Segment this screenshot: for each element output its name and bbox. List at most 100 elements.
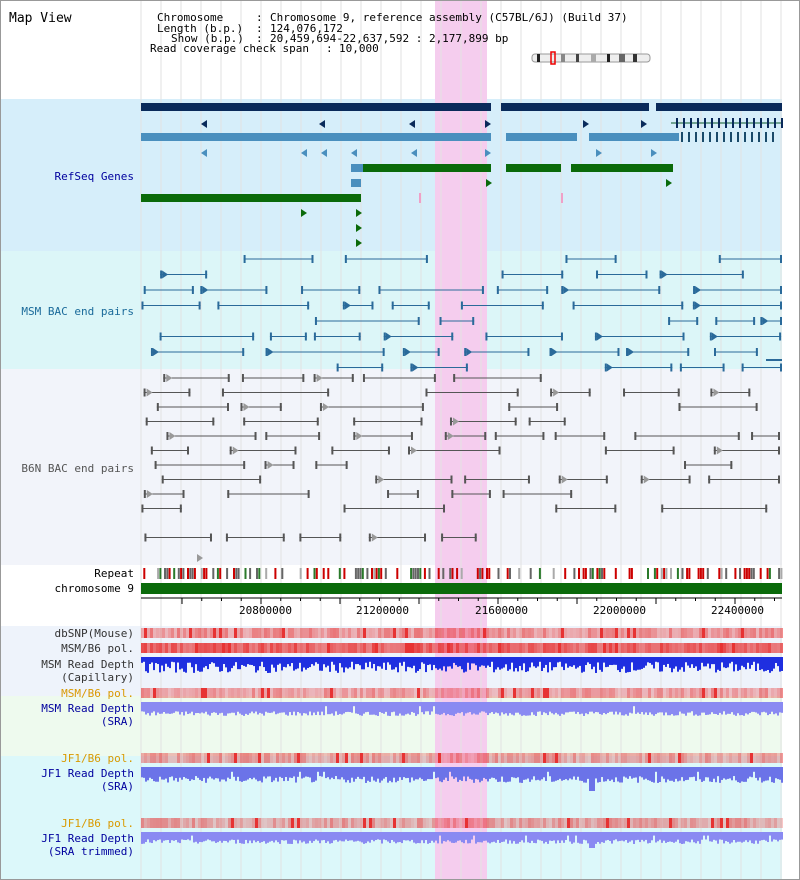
polymorphism-cell: [300, 628, 303, 638]
polymorphism-cell: [654, 688, 657, 698]
read-depth-bar: [159, 657, 161, 673]
read-depth-bar: [673, 832, 675, 843]
polymorphism-cell: [774, 628, 777, 638]
refseq-gene: [351, 179, 361, 187]
read-depth-bar: [409, 702, 411, 715]
polymorphism-cell: [726, 818, 729, 828]
read-depth-bar: [735, 702, 737, 716]
polymorphism-cell: [585, 753, 588, 763]
polymorphism-cell: [144, 643, 147, 653]
polymorphism-cell: [537, 753, 540, 763]
polymorphism-cell: [405, 818, 408, 828]
read-depth-bar: [667, 832, 669, 842]
read-depth-bar: [253, 702, 255, 714]
msm-bac-end: [391, 301, 394, 310]
b6n-bac-end: [227, 490, 230, 498]
polymorphism-cell: [513, 818, 516, 828]
read-depth-bar: [251, 767, 253, 780]
polymorphism-cell: [606, 818, 609, 828]
polymorphism-cell: [291, 643, 294, 653]
polymorphism-cell: [294, 628, 297, 638]
read-depth-bar: [635, 702, 637, 714]
polymorphism-cell: [426, 818, 429, 828]
polymorphism-cell: [486, 753, 489, 763]
polymorphism-cell: [747, 643, 750, 653]
read-depth-bar: [533, 657, 535, 667]
polymorphism-cell: [339, 818, 342, 828]
polymorphism-cell: [744, 643, 747, 653]
gene-arrow: [486, 179, 492, 187]
b6n-bac-end: [408, 446, 411, 455]
polymorphism-cell: [603, 818, 606, 828]
polymorphism-cell: [720, 628, 723, 638]
read-depth-bar: [385, 767, 387, 778]
repeat-element: [166, 568, 169, 579]
polymorphism-cell: [612, 628, 615, 638]
msm-bac-end: [378, 286, 381, 294]
read-depth-bar: [547, 832, 549, 844]
polymorphism-cell: [291, 818, 294, 828]
polymorphism-cell: [684, 818, 687, 828]
read-depth-bar: [231, 767, 233, 772]
gene-arrow: [762, 317, 769, 325]
read-depth-bar: [295, 657, 297, 670]
track-label-b6n-bac[interactable]: B6N BAC end pairs: [21, 462, 134, 475]
polymorphism-cell: [396, 753, 399, 763]
read-depth-bar: [359, 767, 361, 779]
polymorphism-cell: [693, 753, 696, 763]
polymorphism-cell: [576, 818, 579, 828]
polymorphism-cell: [348, 643, 351, 653]
read-depth-bar: [687, 657, 689, 666]
read-depth-bar: [781, 702, 783, 713]
read-depth-bar: [695, 832, 697, 844]
read-depth-bar: [497, 657, 499, 668]
read-depth-bar: [753, 767, 755, 772]
read-depth-bar: [679, 702, 681, 712]
polymorphism-cell: [627, 753, 630, 763]
msm-bac-end: [668, 317, 671, 325]
read-depth-bar: [401, 702, 403, 716]
polymorphism-cell: [624, 688, 627, 698]
polymorphism-cell: [705, 643, 708, 653]
polymorphism-cell: [252, 818, 255, 828]
read-depth-bar: [253, 832, 255, 841]
track-label-refseq[interactable]: RefSeq Genes: [54, 170, 134, 183]
read-depth-bar: [199, 657, 201, 672]
polymorphism-cell: [603, 688, 606, 698]
polymorphism-cell: [237, 753, 240, 763]
read-depth-bar: [153, 767, 155, 782]
polymorphism-cell: [198, 818, 201, 828]
read-depth-bar: [179, 767, 181, 778]
track-label-msm-bac[interactable]: MSM BAC end pairs: [21, 305, 134, 318]
polymorphism-cell: [780, 628, 783, 638]
read-depth-bar: [279, 832, 281, 844]
read-depth-bar: [289, 832, 291, 844]
read-depth-bar: [453, 832, 455, 844]
read-depth-bar: [709, 767, 711, 782]
b6n-bac-end: [751, 432, 754, 440]
b6n-bac-end: [778, 446, 780, 455]
polymorphism-cell: [360, 818, 363, 828]
polymorphism-cell: [279, 643, 282, 653]
read-depth-bar: [413, 657, 415, 666]
polymorphism-cell: [240, 643, 243, 653]
b6n-bac-end: [410, 432, 413, 440]
read-depth-bar: [207, 832, 209, 840]
polymorphism-cell: [564, 628, 567, 638]
read-depth-bar: [461, 702, 463, 713]
read-depth-bar: [757, 832, 759, 844]
msm-bac-end: [741, 363, 744, 372]
read-depth-bar: [209, 702, 211, 716]
polymorphism-cell: [246, 818, 249, 828]
polymorphism-cell: [483, 753, 486, 763]
polymorphism-cell: [699, 628, 702, 638]
read-depth-bar: [601, 767, 603, 778]
polymorphism-cell: [519, 628, 522, 638]
polymorphism-cell: [249, 643, 252, 653]
read-depth-bar: [153, 832, 155, 841]
read-depth-bar: [283, 702, 285, 713]
read-depth-bar: [713, 832, 715, 840]
polymorphism-cell: [459, 818, 462, 828]
read-depth-bar: [439, 702, 441, 715]
